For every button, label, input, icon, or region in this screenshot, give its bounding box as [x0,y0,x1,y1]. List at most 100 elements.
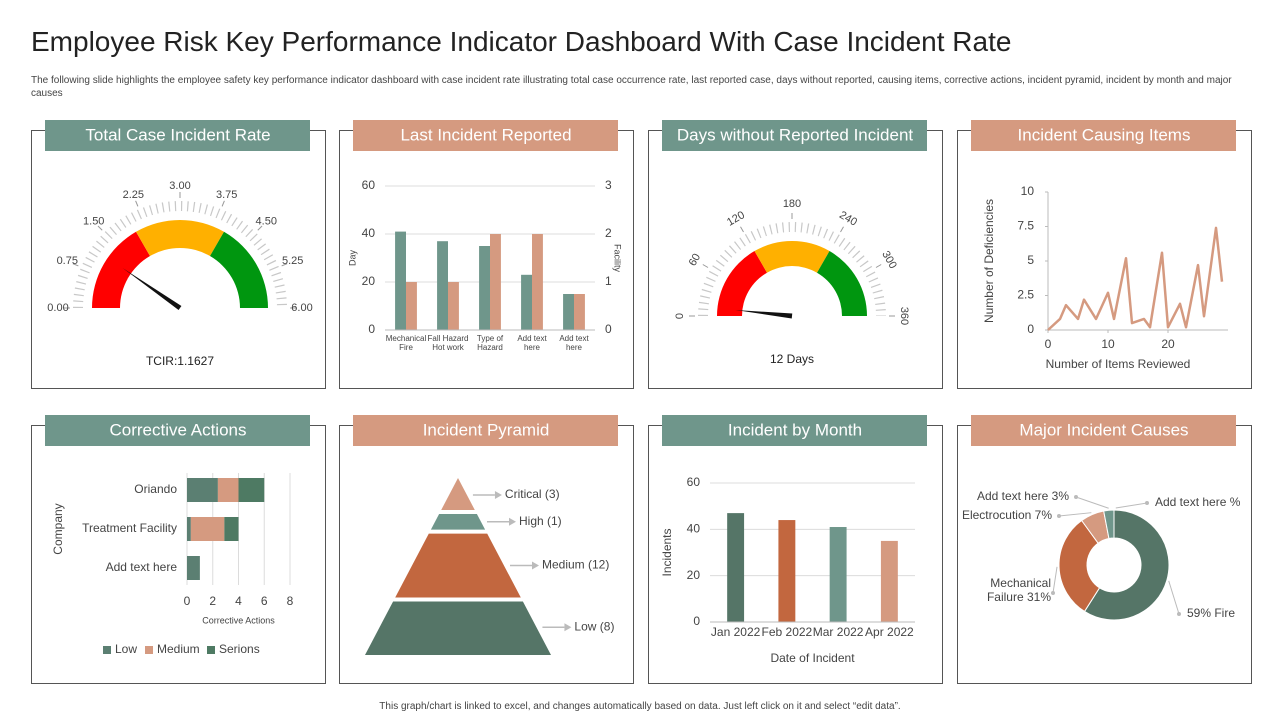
bar [479,246,490,330]
panel-header [45,415,310,446]
x-tick-label: Add text here [559,334,589,353]
bar [563,294,574,330]
gauge-tick-label: 5.25 [282,255,303,267]
y2-tick-label: 2 [605,226,612,240]
panel: Major Incident Causes 59% Fire Mechanical … [957,415,1252,684]
panel-header [971,415,1236,446]
x-axis-title: Corrective Actions [202,615,275,625]
donut-label: Add text here % [1155,495,1241,509]
bar [406,282,417,330]
page-footer: This graph/chart is linked to excel, and… [379,701,901,712]
gauge-tick [702,264,709,268]
panel-border [31,130,326,389]
gauge-tick-label: 360 [898,307,910,325]
donut-label: Mechanical Failure 31% [986,576,1051,604]
panel-header [45,120,310,151]
donut-label: 59% Fire [1187,606,1235,620]
gauge-tick [257,225,263,231]
gauge-tick-label: 4.50 [256,216,277,228]
x-tick-label-box: Feb 2022 [761,626,813,639]
x-tick-label: 0 [1045,337,1052,351]
y-tick-label: 60 [362,178,376,192]
gauge-band [92,231,150,308]
y-tick-label: 20 [362,274,376,288]
x-tick-label: Fall Hazard Hot work [427,334,469,353]
bar [778,520,796,622]
leader-line [1052,566,1058,594]
panel-title: Last Incident Reported [400,125,571,144]
y-tick-label: 0 [368,322,375,336]
x-tick-label: 0 [184,594,191,608]
x-tick-label-box: Add text here [559,334,589,353]
gauge-tick-label: 3.00 [169,180,190,192]
y-tick-label: Treatment Facility [82,521,177,535]
bar [829,527,847,622]
x-tick-label: 20 [1161,337,1175,351]
gauge-tick [875,264,882,268]
bar [395,231,406,330]
panel-border [957,130,1252,389]
x-tick-label-box: Mar 2022 [813,626,864,639]
bar-segment [224,517,239,541]
legend-label: Medium [157,642,200,656]
x-tick-label: Feb 2022 [761,626,813,639]
leader-dot [1074,495,1078,499]
leader-line [1075,496,1109,509]
x-tick-label: Type of Hazard [476,334,504,353]
panel-title: Incident Causing Items [1018,125,1191,144]
panel: Total Case Incident Rate 0.00 0.75 1.50 2.25… [31,120,326,389]
panel-header [353,120,618,151]
legend-label: Serions [219,642,260,656]
pyramid-level [441,478,475,510]
gauge-value-label: TCIR:1.1627 [146,354,214,368]
leader-line [1115,502,1148,509]
donut-label-box: Mechanical Failure 31% [986,576,1051,604]
gauge-tick [221,200,225,207]
x-tick-label-box: Jan 2022 [710,626,761,639]
x-tick-label: 6 [261,594,268,608]
gauge-tick-label: 0.00 [47,302,68,314]
y2-tick-label: 0 [605,322,612,336]
pyramid-level [430,513,486,530]
panel-title: Major Incident Causes [1019,420,1188,439]
gauge-band [717,251,767,316]
panel: Incident by Month 0 20 40 60 Jan 2022 Feb 2022… [648,415,943,684]
panel-title: Days without Reported Incident [677,125,914,144]
x-tick-label-box: Fall Hazard Hot work [427,334,469,353]
bar-segment [187,517,191,541]
y-axis-title: Day [347,250,357,267]
bar-segment [190,517,225,541]
y-tick-label: Oriando [134,482,177,496]
legend-swatch [145,646,153,654]
panel-title: Incident Pyramid [423,420,550,439]
gauge-band [210,231,268,308]
legend-swatch [207,646,215,654]
donut-slice [1058,519,1101,613]
x-tick-label: Jan 2022 [710,626,761,639]
gauge-tick-label: 0 [674,313,686,319]
page-title: Employee Risk Key Performance Indicator … [31,26,1012,57]
leader-line [1168,580,1180,615]
pyramid-label: Low (8) [574,619,614,633]
panel-border [31,425,326,684]
y-tick-label: 0 [1027,322,1034,336]
pyramid-pointer-head [509,517,517,526]
y-tick-label: 20 [687,568,701,582]
y-tick-label: 7.5 [1017,219,1034,233]
gauge-band [754,241,830,273]
bar [521,274,532,330]
y-tick-label: 40 [362,226,376,240]
bar-segment [217,478,239,502]
x-tick-label: 10 [1101,337,1115,351]
gauge-tick-label: 60 [687,252,704,269]
pyramid-level [395,533,521,598]
bar-segment [187,556,200,580]
panel-title: Incident by Month [728,420,862,439]
y-tick-label: 40 [687,522,701,536]
gauge-needle [122,267,182,311]
pyramid-label: Critical (3) [505,487,560,501]
donut-label: Electrocution 7% [962,508,1052,522]
gauge-tick [281,263,288,267]
panel-title: Corrective Actions [110,420,247,439]
